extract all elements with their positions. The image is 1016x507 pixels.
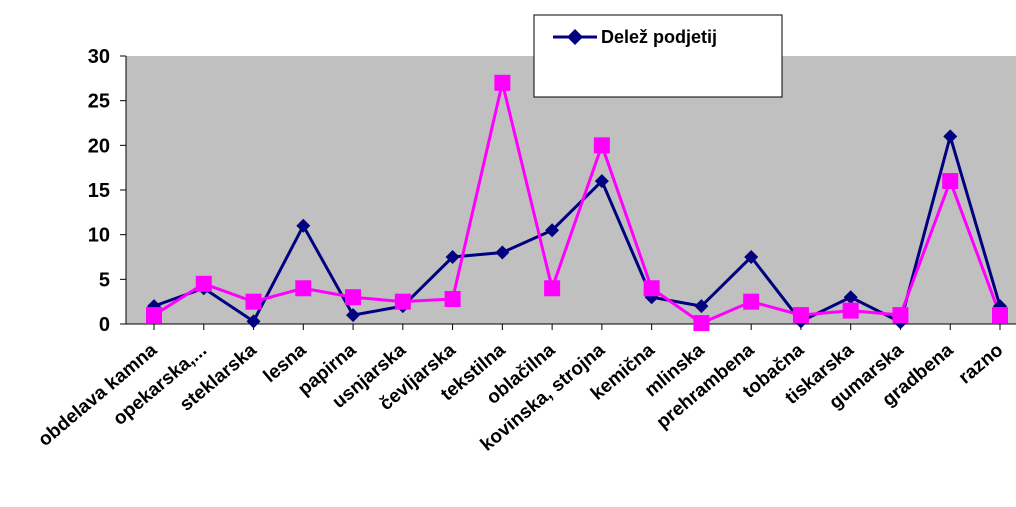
data-point-square (444, 290, 461, 307)
data-point-square (593, 137, 610, 154)
y-axis-ticks: 0 5 10 15 20 25 30 (88, 46, 126, 336)
series-line-2 (153, 82, 1002, 325)
data-point-diamond (594, 174, 609, 189)
legend-box (533, 14, 783, 98)
y-tick-label: 5 (99, 269, 110, 291)
data-point-diamond (744, 250, 759, 264)
y-tick-label: 25 (88, 91, 110, 113)
data-point-square (345, 289, 362, 306)
data-point-square (992, 307, 1008, 324)
series-line-1 (153, 130, 1002, 325)
data-point-square (693, 315, 710, 332)
data-point-square (544, 280, 561, 297)
data-point-square (743, 293, 760, 310)
data-point-square (494, 74, 511, 91)
data-point-square (643, 280, 660, 297)
data-point-square (146, 307, 162, 324)
legend-marker-swatch (567, 29, 583, 45)
data-point-square (792, 307, 809, 324)
data-point-diamond (545, 223, 560, 238)
series-layer (146, 74, 1008, 332)
data-point-square (295, 280, 312, 297)
y-tick-label: 30 (88, 46, 110, 68)
data-point-diamond (346, 308, 361, 323)
y-tick-label: 0 (99, 314, 110, 336)
data-point-diamond (943, 129, 958, 144)
x-category-label: razno (955, 340, 1007, 389)
y-tick-label: 10 (88, 225, 110, 247)
data-point-square (942, 173, 959, 190)
data-point-diamond (445, 250, 460, 264)
data-point-square (245, 293, 262, 310)
data-point-diamond (495, 245, 510, 260)
y-tick-label: 15 (88, 180, 110, 202)
data-point-diamond (694, 299, 709, 314)
legend: Delež podjetij (533, 14, 783, 98)
data-point-square (394, 293, 411, 310)
y-tick-label: 20 (88, 135, 110, 157)
data-point-diamond (296, 218, 311, 233)
data-point-diamond (246, 314, 261, 329)
legend-label: Delež podjetij (601, 27, 717, 47)
data-point-diamond (843, 290, 858, 305)
data-point-square (892, 307, 909, 324)
data-point-square (842, 302, 859, 319)
data-point-square (195, 275, 212, 292)
